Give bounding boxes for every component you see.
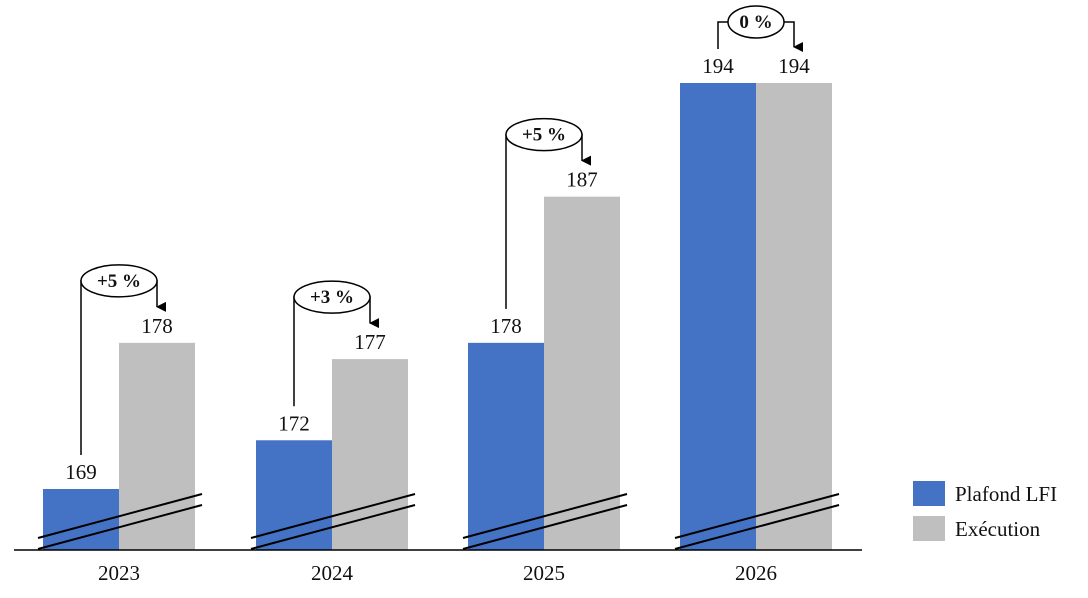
bar-execution-2026 xyxy=(756,83,832,550)
value-label-plafond-lfi-2025: 178 xyxy=(490,314,522,338)
bar-plafond-lfi-2025 xyxy=(468,342,544,550)
axis-break-line-2023-2 xyxy=(37,504,203,550)
change-bubble-2023 xyxy=(80,264,158,298)
bar-execution-2025 xyxy=(544,196,620,550)
bar-execution-2024 xyxy=(332,359,408,550)
change-label-2025: +5 % xyxy=(522,125,566,146)
change-label-2026: 0 % xyxy=(739,12,772,33)
category-label-2024: 2024 xyxy=(311,561,354,585)
change-label-2023: +5 % xyxy=(97,271,141,292)
bar-plafond-lfi-2024 xyxy=(256,440,332,550)
axis-break-line-2023-1 xyxy=(37,493,203,539)
legend-label-execution: Exécution xyxy=(955,517,1041,541)
axis-break-line-2024-2 xyxy=(250,504,416,550)
value-label-execution-2025: 187 xyxy=(566,168,598,192)
value-label-plafond-lfi-2026: 194 xyxy=(702,54,734,78)
axis-break-line-2026-1 xyxy=(674,493,840,539)
axis-break-line-2024-1 xyxy=(250,493,416,539)
value-label-execution-2024: 177 xyxy=(354,330,386,354)
value-label-plafond-lfi-2024: 172 xyxy=(278,411,310,435)
category-label-2026: 2026 xyxy=(735,561,777,585)
bar-plafond-lfi-2026 xyxy=(680,83,756,550)
change-bubble-2026 xyxy=(727,5,785,39)
change-bubble-2025 xyxy=(505,117,583,152)
category-labels: 2023 2024 2025 2026 xyxy=(98,561,777,585)
axis-break-line-2025-2 xyxy=(462,504,628,550)
axis-break-line-2026-2 xyxy=(674,504,840,550)
value-labels: 169 178 172 177 178 187 194 194 xyxy=(65,54,810,484)
bars-layer xyxy=(43,83,832,550)
axis-break-line-2025-1 xyxy=(462,493,628,539)
bar-execution-2023 xyxy=(119,342,195,550)
change-connectors: +5 % +3 % +5 % 0 % xyxy=(80,5,803,455)
category-label-2023: 2023 xyxy=(98,561,140,585)
value-label-execution-2026: 194 xyxy=(778,54,810,78)
legend-swatch-plafond-lfi xyxy=(913,481,945,506)
axis-breaks xyxy=(37,493,840,550)
legend-label-plafond-lfi: Plafond LFI xyxy=(955,482,1057,506)
change-bubble-2024 xyxy=(293,280,371,314)
value-label-execution-2023: 178 xyxy=(141,314,173,338)
category-label-2025: 2025 xyxy=(523,561,565,585)
change-label-2024: +3 % xyxy=(310,287,354,308)
legend: Plafond LFI Exécution xyxy=(913,481,1057,541)
legend-swatch-execution xyxy=(913,516,945,541)
value-label-plafond-lfi-2023: 169 xyxy=(65,460,97,484)
